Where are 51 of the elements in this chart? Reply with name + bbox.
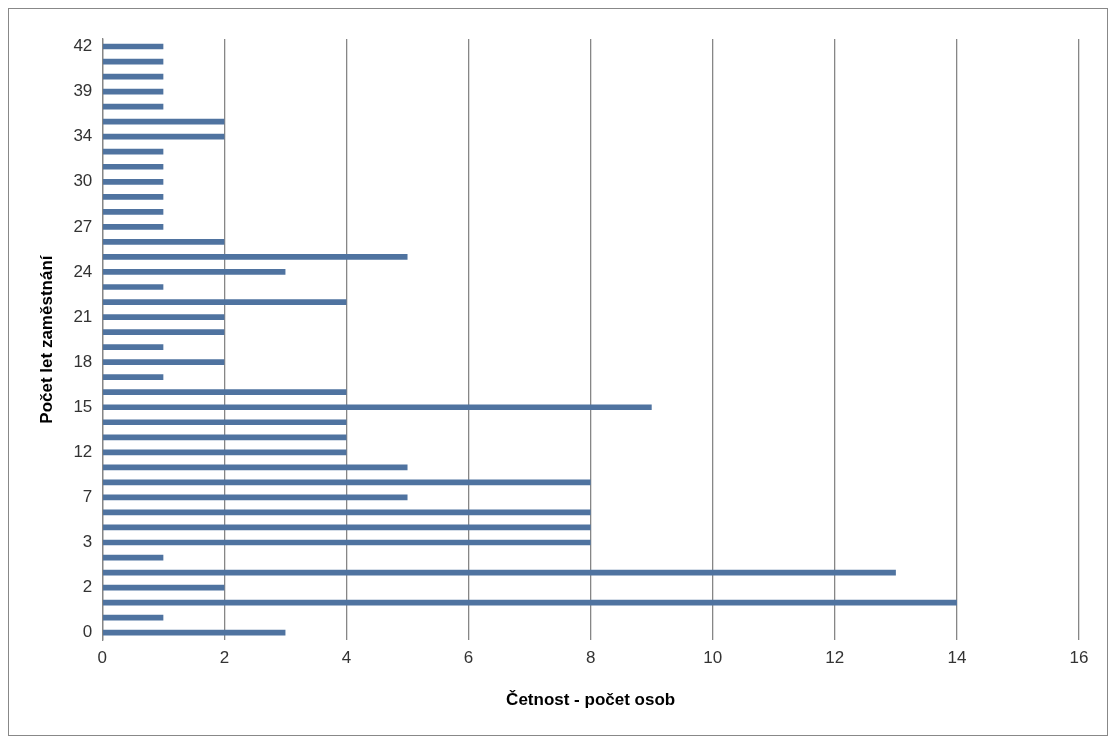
y-tick-label: 12 [73,442,93,462]
x-tick-label: 16 [1069,648,1089,668]
bar [102,239,225,245]
x-axis-title: Četnost - počet osob [506,690,676,710]
y-tick-label: 21 [73,306,93,326]
bar [102,254,408,260]
bar [102,118,225,125]
bar [102,314,225,320]
bar [102,449,347,456]
bar [102,464,408,471]
bar [102,163,164,170]
bar [102,614,164,621]
x-tick-label: 0 [97,648,108,668]
bar [102,193,164,200]
y-tick-label: 30 [73,171,93,191]
y-tick-label: 15 [73,396,93,416]
y-tick-label: 2 [82,577,93,597]
x-tick-label: 4 [341,648,352,668]
bar [102,269,286,275]
bar [102,629,286,636]
bar [102,359,225,365]
y-tick-label: 18 [73,351,93,371]
y-tick-label: 34 [73,126,93,146]
bar [102,329,225,335]
y-tick-label: 0 [82,622,93,642]
bar [102,434,347,441]
y-tick-label: 3 [82,532,93,552]
bar [102,148,164,155]
x-tick-label: 6 [463,648,474,668]
y-axis-title: Počet let zaměstnání [36,254,56,424]
bar [102,284,164,290]
bar [102,419,347,426]
bar [102,133,225,140]
y-tick-label: 39 [73,81,93,101]
x-tick-label: 8 [585,648,596,668]
bar [102,404,652,411]
bar [102,389,347,396]
bar [102,299,347,305]
bar [102,344,164,350]
x-tick-label: 12 [825,648,845,668]
x-tick-label: 14 [947,648,967,668]
x-tick-label: 2 [219,648,230,668]
y-tick-label: 42 [73,36,93,56]
bar [102,374,164,381]
bar [102,208,164,215]
bar [102,178,164,185]
y-tick-label: 27 [73,216,93,236]
x-tick-label: 10 [703,648,723,668]
y-tick-label: 24 [73,261,93,281]
bar [102,224,164,230]
y-tick-label: 7 [82,487,93,507]
